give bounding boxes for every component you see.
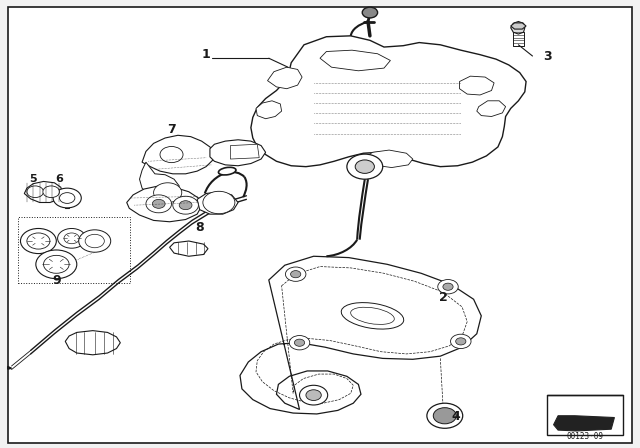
Circle shape [64,233,79,244]
Text: 6: 6 [55,174,63,184]
Circle shape [27,233,50,249]
Text: 1: 1 [202,48,211,61]
Polygon shape [170,241,208,256]
Circle shape [36,250,77,279]
Circle shape [43,186,60,198]
Polygon shape [365,150,413,168]
Polygon shape [210,140,266,166]
Circle shape [58,228,86,248]
Text: 2: 2 [438,291,447,305]
Circle shape [427,403,463,428]
Polygon shape [460,76,494,95]
Circle shape [152,199,165,208]
Circle shape [207,194,230,211]
Circle shape [306,390,321,401]
Circle shape [20,228,56,254]
Circle shape [60,193,75,203]
Polygon shape [8,366,12,369]
Polygon shape [240,256,481,414]
Polygon shape [230,144,259,159]
Bar [18,217,130,283]
Circle shape [355,160,374,173]
Circle shape [285,267,306,281]
Circle shape [438,280,458,294]
Circle shape [85,234,104,248]
Polygon shape [477,101,506,116]
Circle shape [443,283,453,290]
Circle shape [362,7,378,18]
Polygon shape [554,416,614,431]
Text: 4: 4 [451,410,460,423]
Circle shape [300,385,328,405]
Circle shape [79,230,111,252]
Circle shape [53,188,81,208]
Polygon shape [140,162,179,198]
Polygon shape [24,181,63,202]
Text: 9: 9 [52,273,61,287]
Text: 7: 7 [167,123,176,137]
Circle shape [451,334,471,349]
Polygon shape [142,135,214,174]
Polygon shape [511,23,526,29]
Circle shape [154,183,182,202]
Bar [547,395,623,435]
Ellipse shape [218,167,236,175]
Circle shape [160,146,183,163]
Circle shape [347,154,383,179]
Circle shape [203,191,235,214]
Polygon shape [268,67,302,89]
Polygon shape [197,192,238,214]
Circle shape [433,408,456,424]
Circle shape [456,338,466,345]
Circle shape [44,255,69,273]
Polygon shape [65,331,120,355]
Polygon shape [320,50,390,71]
Circle shape [173,196,198,214]
Circle shape [289,336,310,350]
Ellipse shape [341,302,404,329]
Text: 8: 8 [195,221,204,234]
Polygon shape [513,32,524,46]
Text: 5: 5 [29,174,37,184]
Polygon shape [511,22,525,34]
Circle shape [179,201,192,210]
Polygon shape [256,101,282,119]
Polygon shape [127,186,202,222]
Text: 3: 3 [543,49,551,63]
Circle shape [291,271,301,278]
Text: 00123·09: 00123·09 [566,432,604,441]
Ellipse shape [351,307,394,324]
Circle shape [158,186,177,199]
Circle shape [146,195,172,213]
Circle shape [27,186,44,198]
Circle shape [294,339,305,346]
Polygon shape [251,36,526,167]
